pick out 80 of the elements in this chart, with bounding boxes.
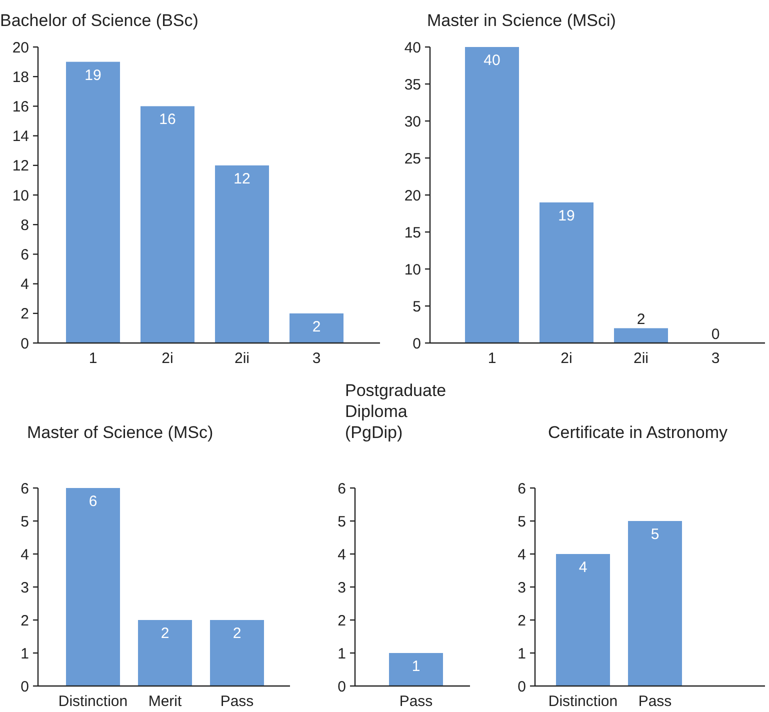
data-label: 2 — [636, 311, 646, 328]
y-tick-label: 14 — [12, 128, 29, 146]
data-label: 19 — [558, 207, 575, 224]
y-tick-label: 0 — [518, 678, 526, 696]
x-tick-label: Distinction — [58, 693, 128, 710]
y-tick-label: 2 — [20, 612, 29, 630]
y-tick-label: 5 — [338, 513, 346, 530]
y-tick-label: 6 — [518, 480, 526, 498]
x-tick-label: 3 — [711, 350, 720, 367]
y-tick-label: 18 — [12, 68, 29, 86]
data-label: 12 — [234, 170, 250, 188]
bar — [465, 47, 519, 343]
y-tick-label: 15 — [404, 224, 421, 242]
y-tick-label: 20 — [12, 39, 29, 56]
y-tick-label: 4 — [20, 276, 29, 294]
y-tick-label: 4 — [20, 546, 29, 564]
y-tick-label: 12 — [12, 158, 29, 175]
x-tick-label: 3 — [312, 350, 321, 367]
y-tick-label: 35 — [404, 76, 421, 94]
y-tick-label: 0 — [412, 335, 421, 352]
data-label: 19 — [84, 66, 102, 84]
y-tick-label: 1 — [20, 645, 29, 662]
y-tick-label: 16 — [12, 98, 29, 116]
bar — [614, 328, 668, 343]
bar — [66, 62, 120, 343]
y-tick-label: 3 — [338, 579, 346, 596]
y-tick-label: 1 — [518, 645, 526, 662]
x-tick-label: 2i — [560, 350, 572, 367]
y-tick-label: 10 — [12, 187, 29, 204]
chart-title: Bachelor of Science (BSc) — [0, 11, 198, 30]
y-tick-label: 40 — [404, 39, 421, 56]
x-tick-label: 2ii — [633, 350, 649, 367]
chart-title: Postgraduate Diploma (PgDip) — [345, 381, 446, 442]
y-tick-label: 8 — [20, 216, 29, 234]
chart-title: Master of Science (MSc) — [27, 423, 214, 442]
y-tick-label: 6 — [20, 246, 29, 264]
data-label: 2 — [232, 625, 242, 642]
data-label: 2 — [312, 318, 321, 336]
y-tick-label: 10 — [404, 261, 421, 278]
y-tick-label: 5 — [20, 513, 29, 530]
y-tick-label: 1 — [338, 645, 346, 662]
x-tick-label: Distinction — [548, 693, 618, 710]
y-tick-label: 0 — [338, 678, 346, 696]
y-tick-label: 20 — [404, 187, 421, 204]
y-tick-label: 6 — [338, 480, 346, 498]
chart-title: Master in Science (MSci) — [427, 11, 616, 30]
y-tick-label: 30 — [404, 113, 421, 130]
y-tick-label: 5 — [518, 513, 526, 530]
y-tick-label: 5 — [412, 298, 421, 316]
x-tick-label: 1 — [88, 350, 98, 367]
bar — [215, 165, 269, 343]
chart-title: Certificate in Astronomy — [548, 423, 728, 442]
x-tick-label: Pass — [399, 693, 433, 710]
data-label: 0 — [711, 326, 720, 343]
data-label: 2 — [160, 625, 170, 642]
y-tick-label: 25 — [404, 150, 421, 168]
y-tick-label: 2 — [20, 306, 29, 323]
y-tick-label: 2 — [338, 612, 346, 630]
y-tick-label: 3 — [518, 579, 526, 596]
y-tick-label: 6 — [20, 480, 29, 498]
x-tick-label: Pass — [638, 693, 672, 710]
data-label: 40 — [484, 52, 500, 69]
y-tick-label: 2 — [518, 612, 526, 630]
data-label: 4 — [578, 559, 588, 576]
bar — [140, 106, 194, 343]
bar — [540, 202, 594, 343]
data-label: 16 — [159, 111, 176, 128]
y-tick-label: 0 — [20, 678, 29, 696]
x-tick-label: 2ii — [234, 350, 250, 367]
y-tick-label: 0 — [20, 335, 29, 352]
x-tick-label: Merit — [148, 693, 182, 710]
y-tick-label: 4 — [338, 546, 346, 564]
x-tick-label: 1 — [488, 350, 496, 367]
data-label: 5 — [650, 526, 660, 543]
y-tick-label: 3 — [20, 579, 29, 596]
x-tick-label: 2i — [162, 350, 174, 367]
data-label: 6 — [88, 493, 98, 510]
y-tick-label: 4 — [518, 546, 526, 564]
x-tick-label: Pass — [220, 693, 254, 710]
bar — [290, 313, 344, 343]
